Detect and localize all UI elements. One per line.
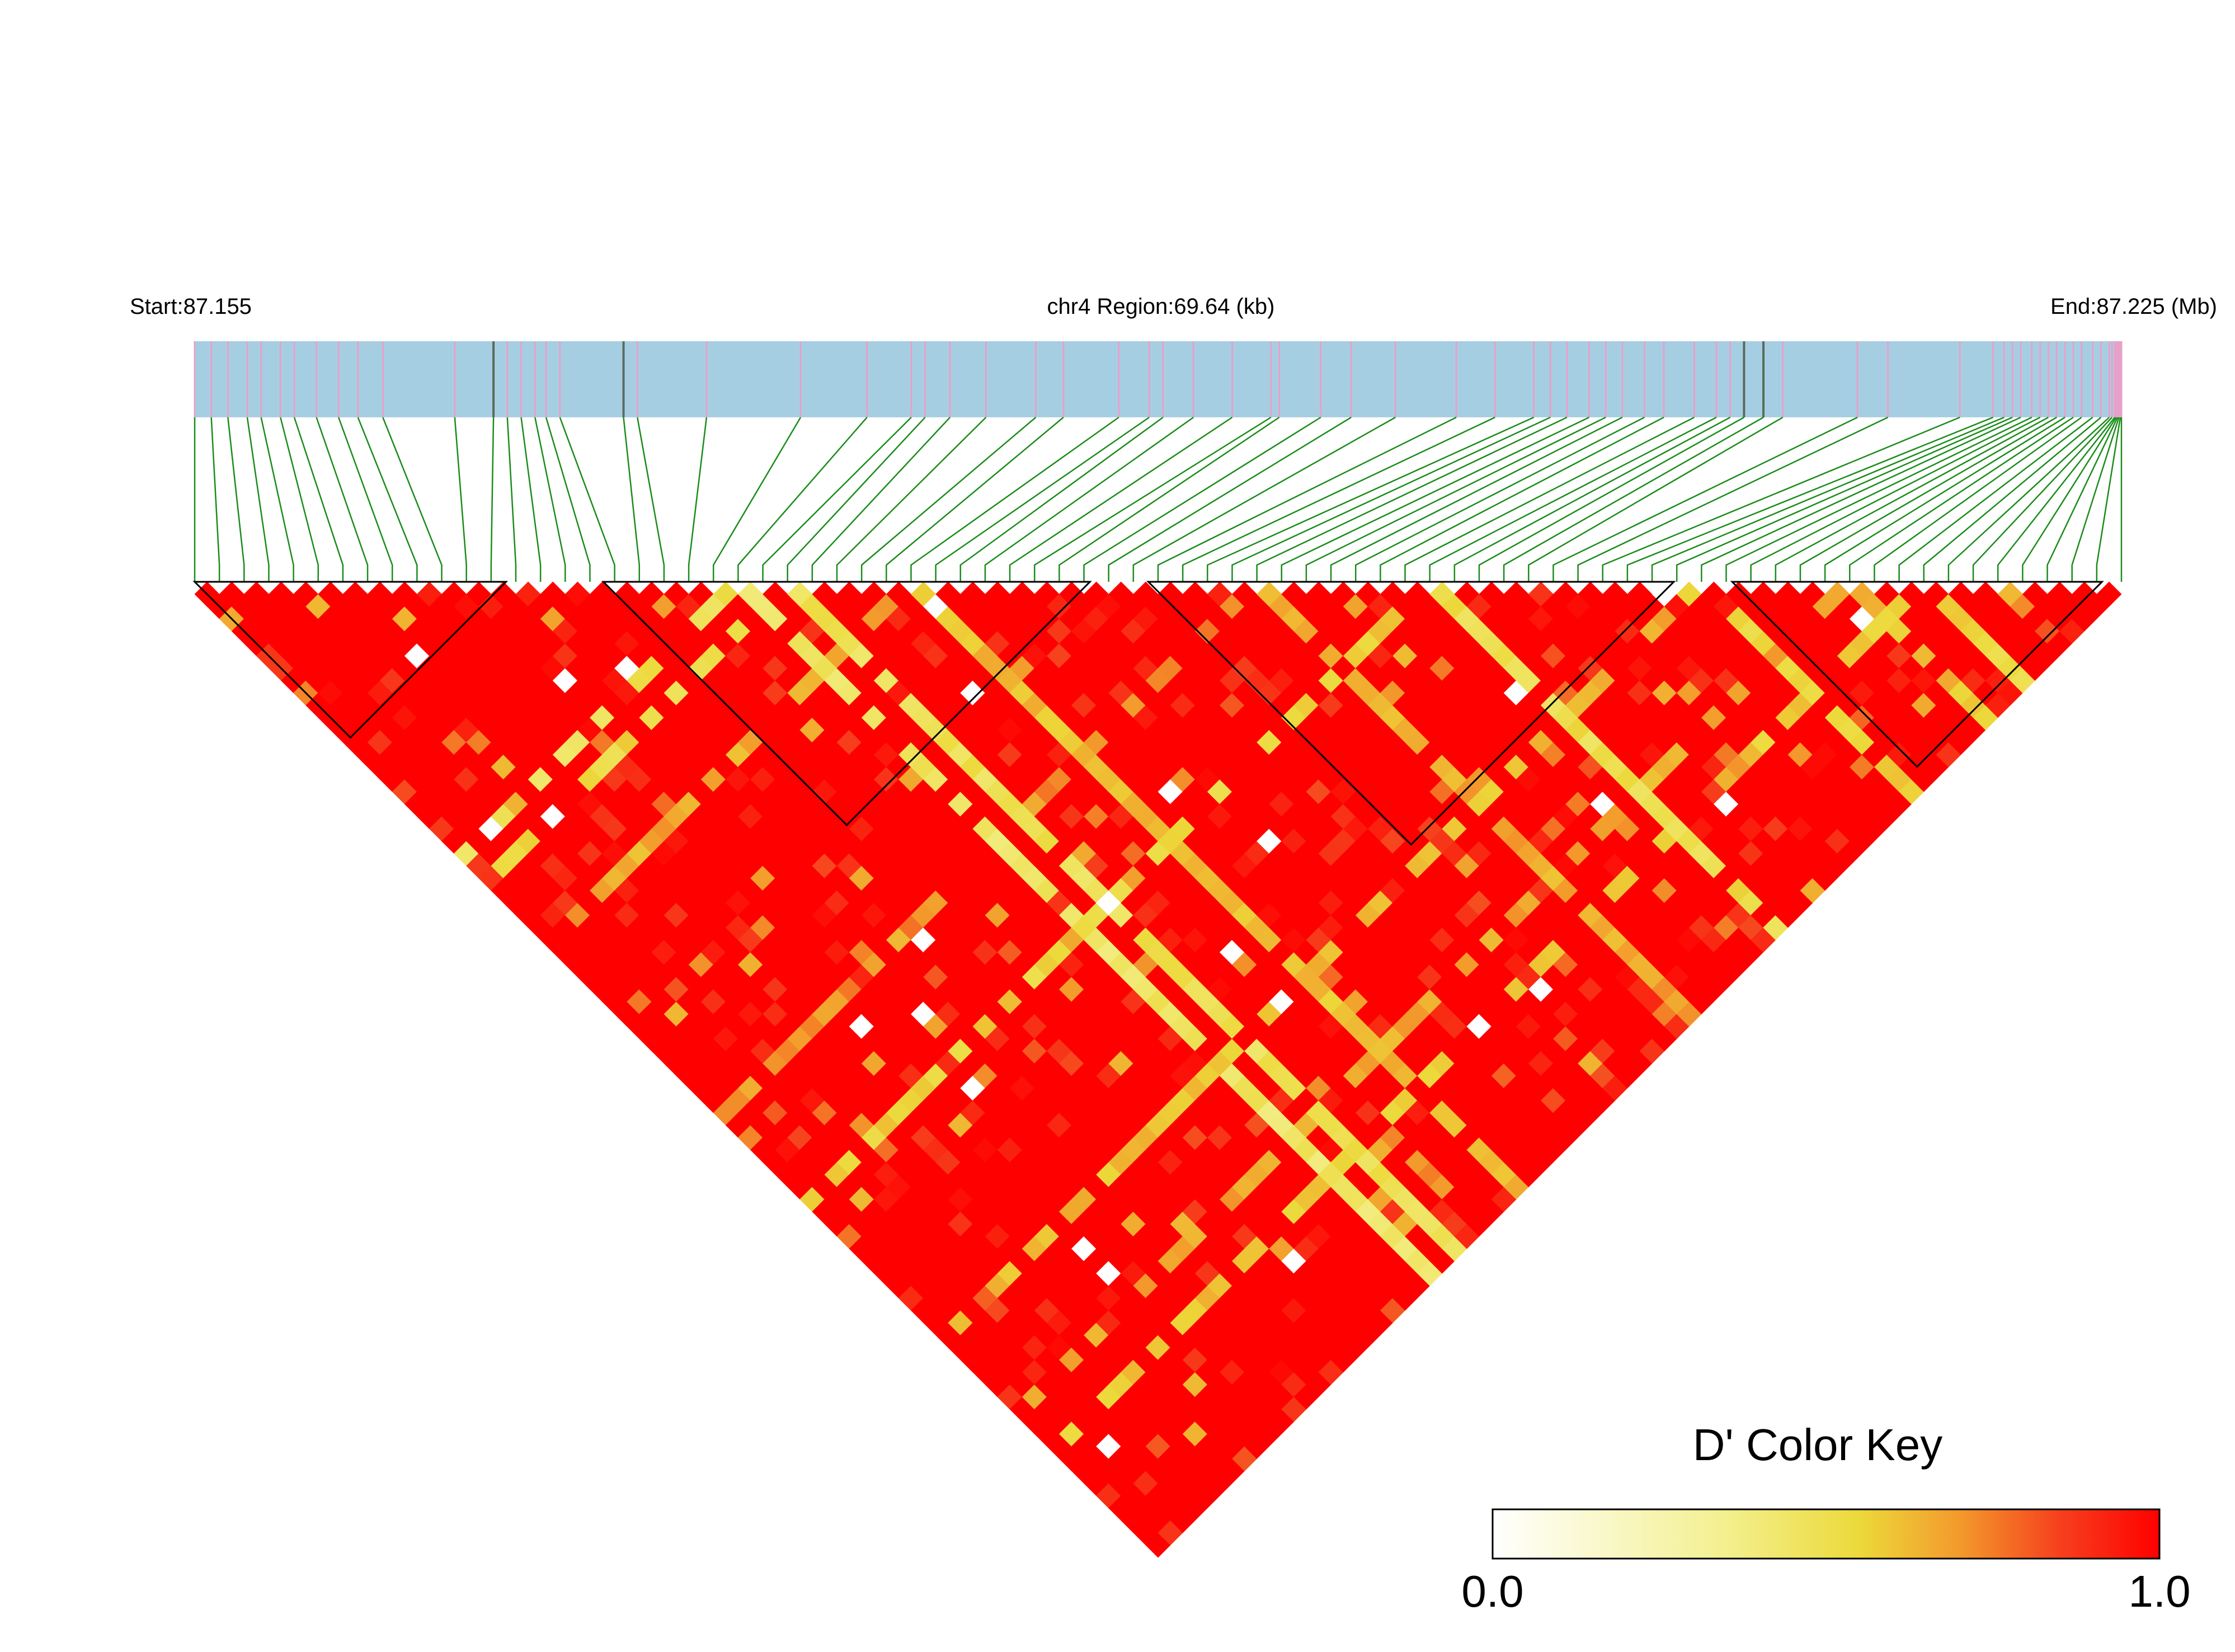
snp-connector bbox=[545, 417, 591, 582]
snp-connector bbox=[1207, 416, 1535, 582]
snp-connector bbox=[260, 417, 294, 582]
snp-connector bbox=[886, 417, 1064, 582]
snp-connector bbox=[1750, 416, 2041, 582]
snp-connector bbox=[293, 417, 344, 582]
snp-connector bbox=[2022, 417, 2117, 582]
snp-ticks bbox=[194, 341, 2123, 417]
snp-connector bbox=[1380, 416, 1664, 582]
snp-connector bbox=[1923, 417, 2102, 582]
snp-connector bbox=[1231, 416, 1551, 582]
snp-connector bbox=[1108, 416, 1352, 582]
snp-connector bbox=[1182, 416, 1495, 582]
snp-connector bbox=[623, 417, 641, 582]
snp-connector bbox=[1453, 416, 1731, 582]
snp-connector bbox=[860, 417, 1037, 582]
snp-connector bbox=[1528, 416, 1784, 582]
snp-connectors bbox=[194, 416, 2123, 582]
color-key-title: D' Color Key bbox=[1693, 1420, 1943, 1470]
region-start-label: Start:87.155 bbox=[130, 294, 252, 319]
snp-connector bbox=[1033, 416, 1272, 582]
snp-connector bbox=[559, 417, 615, 582]
color-key-min-label: 0.0 bbox=[1461, 1566, 1523, 1616]
snp-connector bbox=[490, 417, 495, 582]
color-key-bar bbox=[1491, 1508, 2161, 1560]
snp-connector bbox=[1552, 416, 1858, 582]
snp-connector bbox=[737, 417, 868, 582]
snp-connector bbox=[357, 417, 418, 582]
snp-connector bbox=[762, 417, 912, 582]
region-end-label: End:87.225 (Mb) bbox=[2050, 294, 2217, 319]
snp-connector bbox=[520, 417, 542, 582]
snp-connector bbox=[1849, 416, 2074, 582]
snp-connector bbox=[454, 417, 467, 582]
snp-connector bbox=[1083, 416, 1321, 582]
snp-connector bbox=[2096, 417, 2121, 582]
snp-connector bbox=[1676, 416, 2013, 582]
snp-connector bbox=[2046, 417, 2119, 582]
snp-connector bbox=[246, 417, 270, 582]
snp-connector bbox=[210, 417, 220, 582]
snp-connector bbox=[534, 417, 566, 582]
snp-connector bbox=[1577, 416, 1889, 582]
snp-connector bbox=[316, 417, 369, 582]
snp-connector bbox=[337, 417, 393, 582]
snp-connector bbox=[1972, 417, 2113, 582]
snp-connector bbox=[506, 417, 517, 582]
ld-heatmap-cells bbox=[194, 581, 2122, 1558]
color-key-max-label: 1.0 bbox=[2128, 1566, 2190, 1616]
snp-connector bbox=[1799, 416, 2057, 582]
snp-connector bbox=[984, 416, 1194, 582]
snp-connector bbox=[910, 416, 1119, 582]
snp-connector bbox=[1429, 416, 1717, 582]
snp-connector bbox=[1478, 416, 1745, 582]
snp-connector bbox=[811, 417, 951, 582]
snp-connector bbox=[1602, 416, 1960, 582]
snp-connector bbox=[227, 417, 245, 582]
snp-connector bbox=[1947, 417, 2110, 582]
snp-connector bbox=[1775, 416, 2049, 582]
snp-connector bbox=[1058, 416, 1280, 582]
snp-connector bbox=[1701, 416, 2021, 582]
snp-connector bbox=[1997, 417, 2116, 582]
snp-connector bbox=[1354, 416, 1645, 582]
snp-connector bbox=[1651, 416, 2005, 582]
snp-connector bbox=[935, 416, 1150, 582]
snp-connector bbox=[1305, 416, 1606, 582]
snp-connector bbox=[1132, 416, 1396, 582]
snp-connector bbox=[637, 417, 665, 582]
snp-connector bbox=[1256, 416, 1568, 582]
snp-connector bbox=[712, 417, 802, 582]
snp-connector bbox=[688, 417, 708, 582]
snp-connector bbox=[1281, 416, 1590, 582]
snp-connector bbox=[2071, 417, 2120, 582]
snp-connector bbox=[1874, 416, 2082, 582]
snp-connector bbox=[1824, 416, 2065, 582]
snp-connector bbox=[1626, 416, 1994, 582]
snp-connector bbox=[1404, 416, 1695, 582]
snp-connector bbox=[382, 417, 443, 582]
snp-connector bbox=[280, 417, 319, 582]
snp-connector bbox=[1330, 416, 1623, 582]
snp-connector bbox=[1157, 416, 1457, 582]
snp-connector bbox=[836, 417, 987, 582]
snp-connector bbox=[959, 416, 1164, 582]
snp-connector bbox=[1009, 416, 1233, 582]
snp-connector bbox=[1898, 417, 2093, 582]
snp-connector bbox=[1725, 416, 2032, 582]
snp-connector bbox=[787, 417, 926, 582]
region-title-label: chr4 Region:69.64 (kb) bbox=[1047, 294, 1275, 319]
snp-connector bbox=[1503, 416, 1764, 582]
snp-position-track bbox=[195, 341, 2121, 417]
